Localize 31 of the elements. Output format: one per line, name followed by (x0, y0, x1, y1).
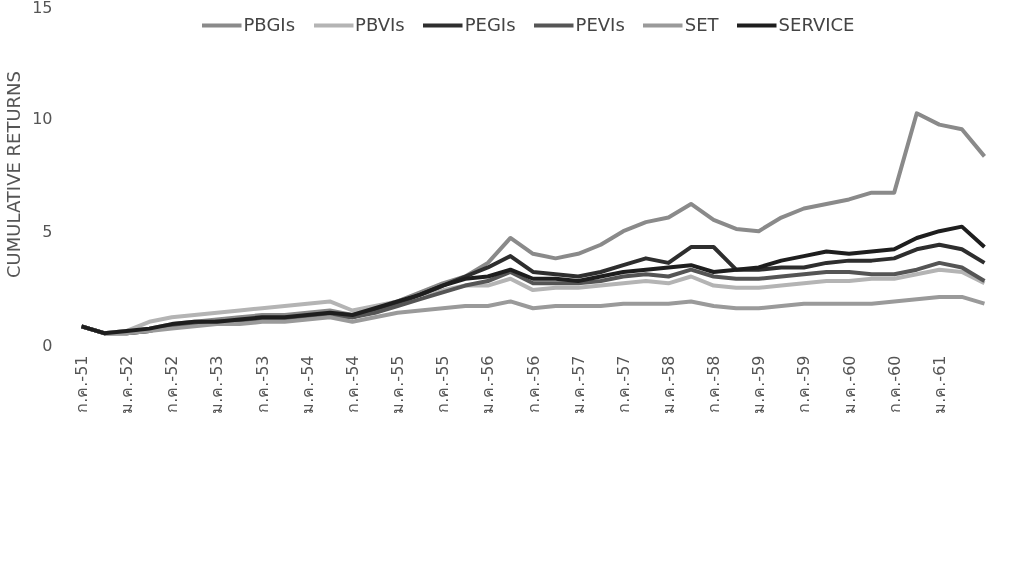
x-tick-label: ก.ค.-57 (613, 355, 633, 413)
y-tick-label: 5 (42, 222, 53, 242)
legend-label: PBGIs (243, 14, 296, 35)
x-tick-label: ม.ค.-54 (297, 355, 317, 414)
x-tick-label: ก.ค.-56 (523, 355, 543, 413)
x-tick-label: ก.ค.-53 (252, 355, 272, 413)
x-tick-label: ก.ค.-52 (162, 355, 182, 413)
legend-label: PBVIs (355, 14, 405, 35)
x-tick-label: ม.ค.-59 (749, 355, 769, 414)
x-tick-label: ก.ค.-60 (884, 355, 904, 413)
legend-label: PEGIs (464, 14, 516, 35)
x-tick-label: ม.ค.-52 (117, 355, 137, 414)
legend-label: SET (684, 14, 719, 35)
x-tick-label: ก.ค.-59 (794, 355, 814, 413)
y-tick-label: 15 (32, 0, 53, 17)
x-tick-label: ก.ค.-55 (433, 355, 453, 413)
x-tick-label: ม.ค.-57 (568, 355, 588, 414)
x-tick-label: ม.ค.-60 (839, 355, 859, 414)
x-tick-label: ก.ค.-58 (704, 355, 724, 413)
x-tick-label: ม.ค.-61 (929, 355, 949, 414)
x-tick-label: ก.ค.-54 (342, 355, 362, 413)
x-tick-label: ม.ค.-58 (658, 355, 678, 414)
y-tick-label: 0 (42, 335, 53, 355)
x-tick-label: ก.ค.-51 (72, 355, 92, 413)
x-tick-label: ม.ค.-55 (388, 355, 408, 414)
x-tick-label: ม.ค.-56 (478, 355, 498, 414)
legend-label: SERVICE (778, 14, 855, 35)
y-axis-title: CUMULATIVE RETURNS (3, 71, 25, 278)
y-tick-label: 10 (32, 108, 53, 128)
legend-label: PEVIs (575, 14, 625, 35)
x-tick-label: ม.ค.-53 (207, 355, 227, 414)
